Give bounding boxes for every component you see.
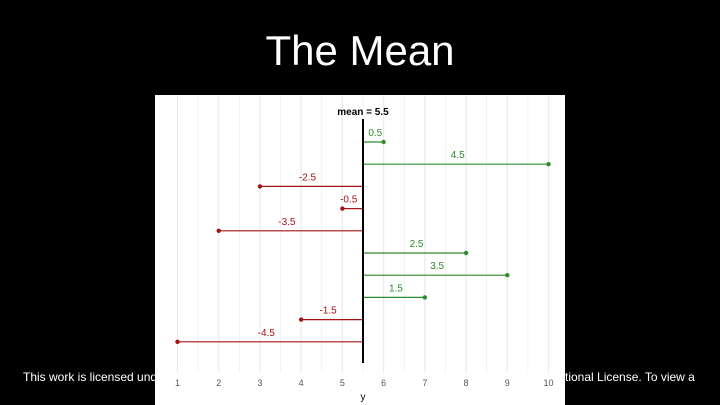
deviation-label: 2.5 — [410, 239, 424, 250]
x-tick-label: 3 — [257, 378, 262, 388]
x-tick-label: 4 — [299, 378, 304, 388]
data-point — [175, 339, 180, 344]
deviation-label: 4.5 — [451, 150, 465, 161]
license-text-left: This work is licensed und — [23, 370, 158, 384]
deviation-label: -2.5 — [299, 172, 317, 183]
data-point — [505, 273, 510, 278]
data-point — [298, 317, 304, 322]
data-point — [546, 162, 551, 167]
deviation-label: -0.5 — [340, 195, 358, 206]
deviation-label: -4.5 — [258, 328, 276, 339]
x-tick-label: 6 — [381, 378, 386, 388]
data-point — [463, 250, 469, 256]
data-point — [381, 139, 386, 145]
data-point — [340, 206, 345, 211]
data-point — [216, 228, 221, 233]
x-tick-label: 8 — [464, 378, 469, 388]
deviation-label: 0.5 — [368, 128, 382, 139]
chart-panel: 0.5 4.5 -2.5 -0.5 -3.5 2.5 3.5 1.5 -1.5 -4.5 mean … — [155, 95, 565, 405]
x-tick-label: 1 — [175, 378, 180, 388]
mean-annotation: mean = 5.5 — [337, 107, 389, 118]
deviation-label: -1.5 — [319, 306, 337, 317]
x-tick-label: 5 — [340, 378, 345, 388]
x-tick-label: 7 — [422, 378, 427, 388]
data-point — [422, 295, 428, 300]
data-point — [257, 184, 263, 189]
slide-title: The Mean — [265, 27, 455, 74]
deviation-label: 1.5 — [389, 283, 403, 294]
deviation-label: -3.5 — [278, 217, 296, 228]
x-axis-label: y — [361, 392, 366, 403]
deviation-label: 3.5 — [430, 261, 444, 272]
license-text-right: tional License. To view a — [565, 370, 695, 384]
x-tick-label: 10 — [544, 378, 554, 388]
x-tick-label: 2 — [216, 378, 221, 388]
x-tick-label: 9 — [505, 378, 510, 388]
deviation-chart: 0.5 4.5 -2.5 -0.5 -3.5 2.5 3.5 1.5 -1.5 -4.5 mean … — [175, 95, 554, 403]
